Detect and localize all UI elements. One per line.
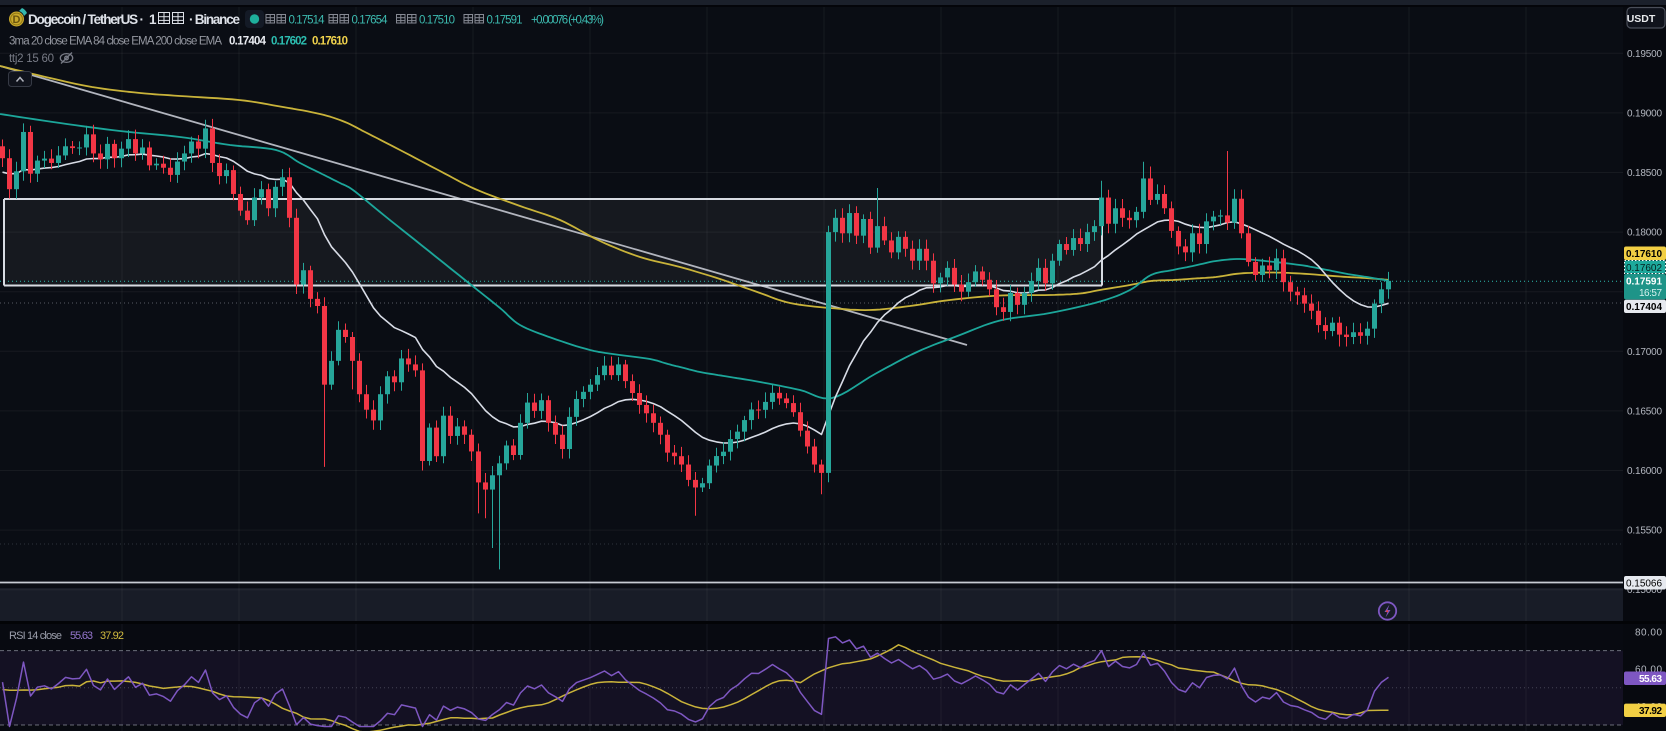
svg-text:1: 1: [149, 12, 157, 27]
svg-text:80.00: 80.00: [1635, 628, 1662, 639]
svg-text:D: D: [13, 14, 21, 26]
svg-text:Dogecoin / TetherUS ·: Dogecoin / TetherUS ·: [28, 12, 144, 27]
svg-text:0.18000: 0.18000: [1627, 228, 1662, 239]
svg-text:0.17610: 0.17610: [1626, 249, 1662, 260]
svg-text:0.17602: 0.17602: [1626, 263, 1662, 274]
svg-text:55.63: 55.63: [1639, 674, 1662, 685]
svg-text:+0.00076 (+0.43%): +0.00076 (+0.43%): [531, 15, 604, 27]
svg-text:0.17404: 0.17404: [229, 36, 267, 48]
svg-text:0.16000: 0.16000: [1627, 466, 1662, 477]
svg-text:0.19000: 0.19000: [1627, 108, 1662, 119]
svg-text:60.00: 60.00: [1635, 665, 1662, 676]
svg-text:· Binance: · Binance: [189, 12, 240, 27]
svg-text:RSI 14 close: RSI 14 close: [9, 630, 62, 642]
svg-text:55.63: 55.63: [70, 630, 93, 642]
svg-text:0.16500: 0.16500: [1627, 406, 1662, 417]
svg-text:0.17591: 0.17591: [1626, 277, 1662, 288]
svg-text:0.17654: 0.17654: [352, 15, 389, 27]
svg-text:ttj2 15 60: ttj2 15 60: [9, 53, 54, 65]
svg-text:0.15000: 0.15000: [1627, 585, 1662, 596]
svg-text:0.17404: 0.17404: [1626, 302, 1662, 313]
svg-text:0.17510: 0.17510: [419, 15, 455, 27]
svg-text:0.19500: 0.19500: [1627, 49, 1662, 60]
svg-text:16:57: 16:57: [1639, 288, 1662, 299]
svg-text:3ma 20 close EMA 84 close EMA: 3ma 20 close EMA 84 close EMA 200 close …: [9, 36, 222, 48]
svg-text:0.17000: 0.17000: [1627, 347, 1662, 358]
svg-text:0.15500: 0.15500: [1627, 526, 1662, 537]
svg-text:0.18500: 0.18500: [1627, 168, 1662, 179]
svg-text:0.17514: 0.17514: [289, 15, 326, 27]
svg-text:0.17602: 0.17602: [271, 36, 307, 48]
svg-text:37.92: 37.92: [100, 630, 124, 642]
svg-text:0.17610: 0.17610: [312, 36, 348, 48]
svg-text:37.92: 37.92: [1639, 706, 1662, 717]
svg-text:0.17591: 0.17591: [487, 15, 523, 27]
svg-text:USDT: USDT: [1627, 13, 1656, 25]
svg-text:0.15066: 0.15066: [1626, 579, 1662, 590]
